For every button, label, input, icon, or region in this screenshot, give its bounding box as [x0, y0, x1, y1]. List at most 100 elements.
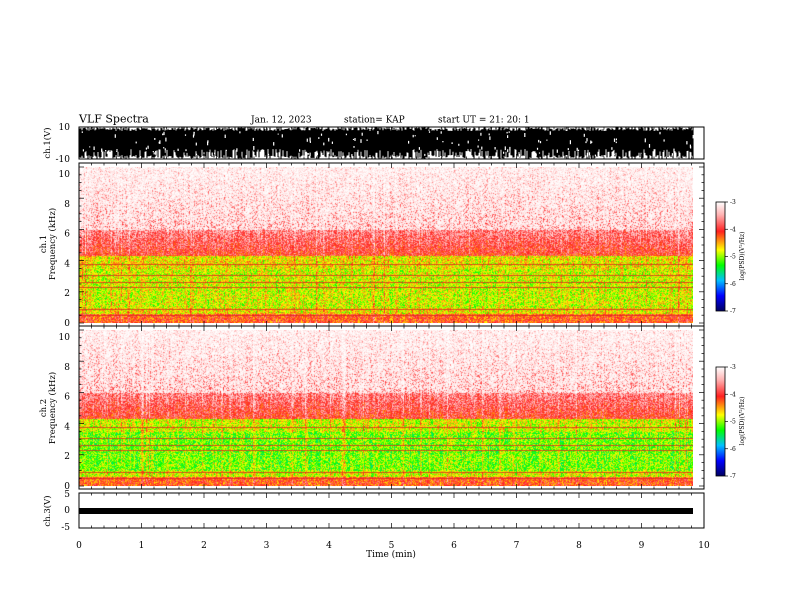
waveform-gap	[307, 153, 309, 155]
ch1-colorbar: -3 -4 -5 -6 -7 log(PSD)(V²/Hz)	[715, 199, 746, 315]
waveform-gap	[488, 133, 490, 136]
waveform-gap	[211, 152, 213, 156]
waveform-gap	[331, 141, 333, 144]
waveform-gap	[323, 142, 325, 146]
waveform-gap	[354, 138, 356, 141]
waveform-gap	[155, 150, 157, 155]
waveform-gap	[192, 134, 195, 138]
y-tick-label: 2	[64, 289, 70, 299]
waveform-gap	[586, 152, 588, 157]
waveform-gap	[299, 149, 301, 152]
waveform-gap	[366, 139, 368, 141]
waveform-gap	[145, 147, 147, 150]
waveform-gap	[225, 149, 227, 151]
waveform-gap	[659, 131, 661, 135]
ch1-waveform-trace	[78, 127, 694, 159]
waveform-gap	[351, 154, 353, 158]
waveform-gap	[207, 141, 209, 146]
ch1-waveform-line	[78, 127, 694, 159]
ch2-colorbar-label: log(PSD)(V²/Hz)	[739, 397, 746, 446]
waveform-gap	[414, 135, 416, 137]
waveform-gap	[263, 149, 265, 154]
ch3-waveform-trace	[79, 508, 693, 514]
waveform-gap	[320, 133, 323, 136]
waveform-gap	[591, 141, 593, 143]
x-tick-label: 5	[389, 541, 395, 551]
waveform-gap	[556, 149, 558, 153]
waveform-gap	[690, 146, 692, 149]
waveform-gap	[590, 140, 592, 144]
waveform-gap	[158, 141, 160, 144]
waveform-gap	[328, 137, 330, 142]
waveform-gap	[489, 136, 491, 140]
waveform-gap	[153, 152, 155, 155]
waveform-gap	[273, 142, 275, 146]
waveform-gap	[535, 153, 537, 156]
waveform-gap	[239, 131, 241, 134]
waveform-gap	[236, 148, 238, 152]
ch2-spectrogram-panel: 0 2 4 6 8 10 ch.2 Frequency (kHz)	[39, 325, 705, 492]
waveform-gap	[309, 137, 311, 142]
waveform-gap	[504, 146, 506, 151]
waveform-gap	[316, 152, 318, 155]
waveform-gap	[106, 151, 108, 154]
waveform-gap	[82, 149, 84, 152]
waveform-gap	[477, 145, 479, 148]
waveform-gap	[577, 149, 580, 151]
waveform-gap	[613, 153, 615, 155]
figure-title: VLF Spectra	[78, 113, 149, 126]
waveform-gap	[567, 148, 569, 151]
waveform-gap	[305, 151, 307, 153]
waveform-gap	[583, 133, 585, 137]
waveform-gap	[195, 153, 198, 156]
ch2-spectrogram-ylabel: Frequency (kHz)	[47, 372, 58, 444]
x-tick-label: 4	[326, 541, 332, 551]
colorbar-tick-label: -7	[730, 308, 736, 315]
y-tick-label: 10	[59, 170, 71, 180]
ch3-ytick-mid: 0	[64, 506, 70, 516]
y-tick-label: 0	[64, 319, 70, 329]
colorbar-tick-label: -4	[730, 226, 736, 233]
waveform-gap	[440, 131, 442, 134]
waveform-gap	[442, 141, 444, 143]
x-tick-label: 2	[201, 541, 207, 551]
ch2-colorbar-scale	[715, 366, 726, 477]
waveform-gap	[692, 135, 694, 139]
waveform-gap	[101, 148, 103, 152]
ch2-colorbar: -3 -4 -5 -6 -7 log(PSD)(V²/Hz)	[715, 364, 746, 480]
waveform-gap	[116, 150, 118, 152]
ch1-spectrogram-channel-label: ch.1	[39, 235, 49, 253]
x-tick-label: 6	[451, 541, 457, 551]
waveform-gap	[162, 133, 164, 136]
waveform-gap	[686, 141, 688, 145]
ch1-ytick-top: 10	[59, 123, 71, 133]
ch2-spectrogram-yticks: 0 2 4 6 8 10	[59, 329, 704, 492]
waveform-gap	[458, 143, 460, 146]
waveform-gap	[585, 141, 587, 144]
colorbar-tick-label: -3	[730, 364, 736, 371]
waveform-gap	[503, 151, 505, 154]
waveform-gap	[648, 144, 651, 148]
waveform-gap	[165, 137, 167, 142]
ch1-spectrogram-yticks: 0 2 4 6 8 10	[59, 166, 704, 329]
waveform-gap	[653, 149, 656, 151]
ch1-colorbar-scale	[715, 201, 726, 312]
waveform-gap	[164, 151, 166, 153]
waveform-gap	[408, 140, 410, 144]
waveform-gap	[424, 153, 426, 156]
waveform-gap	[214, 152, 216, 155]
waveform-gap	[480, 132, 482, 136]
waveform-gap	[207, 140, 209, 143]
waveform-gap	[377, 131, 379, 135]
waveform-gap	[375, 154, 377, 157]
waveform-gap	[224, 134, 226, 138]
y-tick-label: 6	[64, 230, 70, 240]
colorbar-tick-label: -6	[730, 281, 736, 288]
colorbar-tick-label: -6	[730, 446, 736, 453]
x-tick-label: 10	[698, 541, 710, 551]
ch3-ytick-bottom: -5	[61, 523, 70, 533]
waveform-gap	[594, 154, 596, 157]
waveform-gap	[277, 133, 279, 135]
colorbar-tick-label: -7	[730, 473, 736, 480]
ch2-colorbar-ticks: -3 -4 -5 -6 -7	[725, 364, 736, 480]
